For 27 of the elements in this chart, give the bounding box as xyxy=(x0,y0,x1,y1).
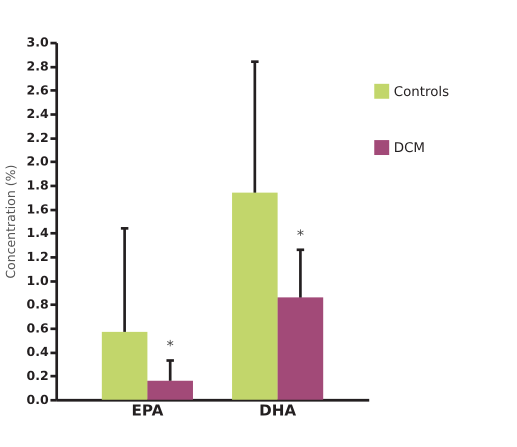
y-tick-label: 0.2 xyxy=(26,368,49,384)
y-tick-label: 2.6 xyxy=(26,82,49,98)
y-tick-label: 1.6 xyxy=(26,201,49,216)
y-tick-label: 0.8 xyxy=(26,296,49,312)
bar xyxy=(278,297,324,400)
y-tick-label: 1.8 xyxy=(26,178,49,193)
y-tick-label: 1.2 xyxy=(26,248,49,264)
bar xyxy=(102,332,148,400)
y-tick-label: 3.0 xyxy=(26,34,49,50)
bar xyxy=(232,192,278,400)
annotation: * xyxy=(296,228,304,244)
y-tick-label: 1.4 xyxy=(26,225,49,240)
y-tick-label: 2.2 xyxy=(26,130,49,145)
annotation: * xyxy=(166,338,174,355)
y-tick-label: 2.0 xyxy=(26,154,49,169)
y-tick-label: 2.4 xyxy=(26,106,49,122)
y-tick-label: 0.0 xyxy=(26,392,49,407)
y-axis-title: Concentration (%) xyxy=(2,164,18,279)
y-tick-label: 0.4 xyxy=(26,344,49,360)
x-tick-label: DHA xyxy=(259,401,296,420)
y-tick-label: 2.8 xyxy=(26,58,49,74)
x-tick-label: EPA xyxy=(132,401,164,420)
bar xyxy=(147,380,193,400)
y-tick-label: 1.0 xyxy=(26,272,49,288)
legend-label: DCM xyxy=(394,141,425,156)
y-tick-label: 0.6 xyxy=(26,320,49,336)
legend-label: Controls xyxy=(394,84,450,100)
